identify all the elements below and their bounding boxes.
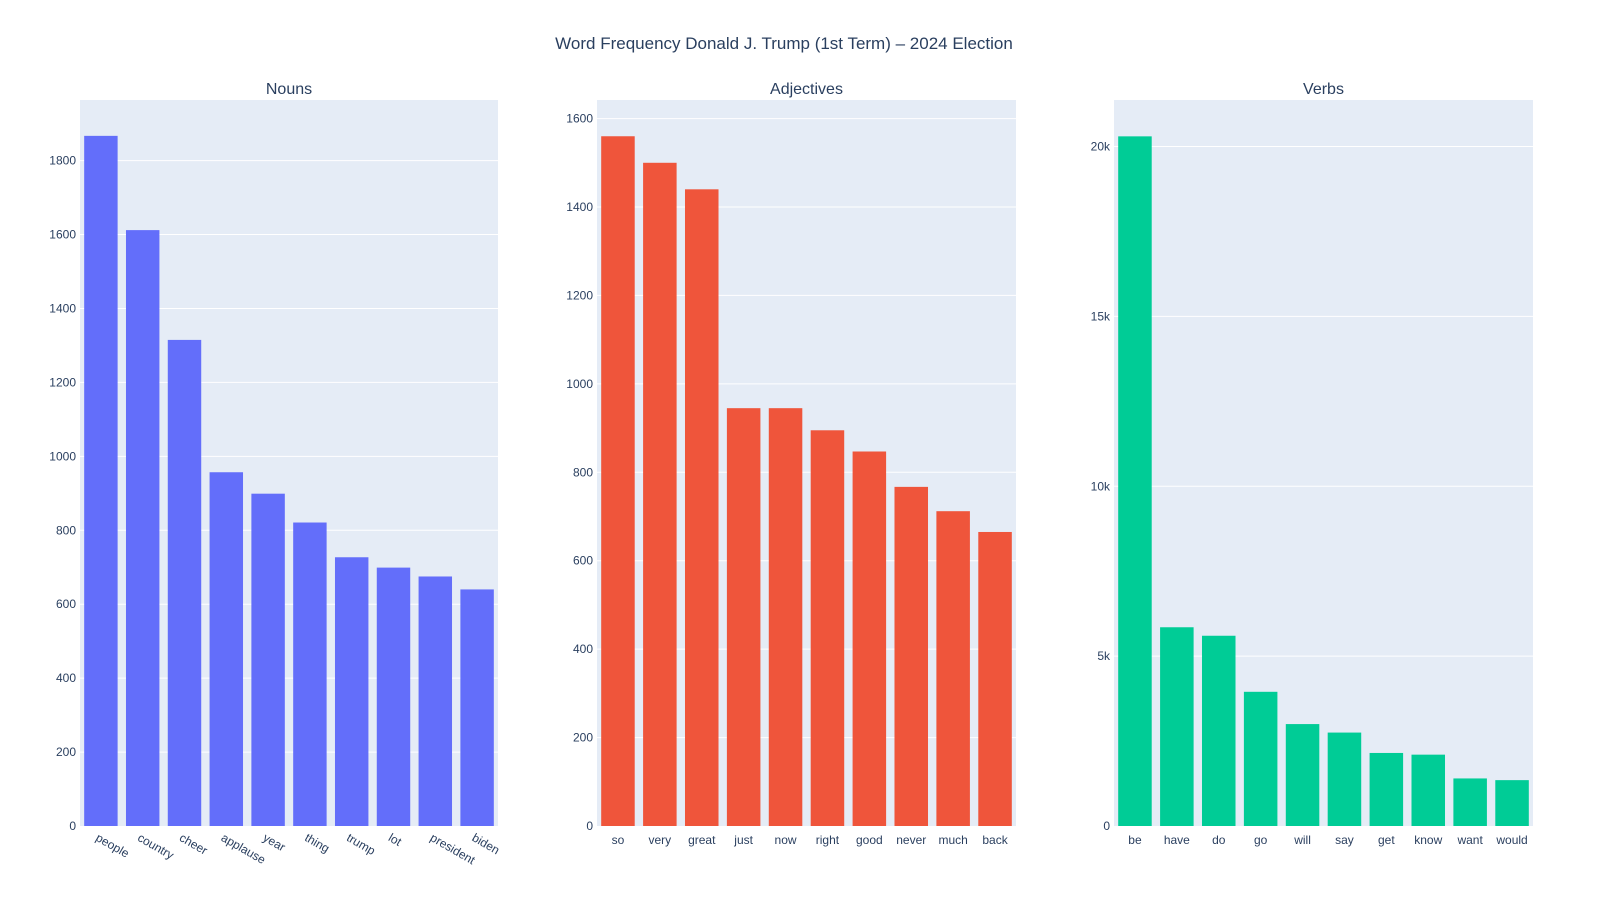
bar-good [852,451,887,826]
bar-will [1285,724,1320,826]
chart-title: Word Frequency Donald J. Trump (1st Term… [555,34,1013,53]
x-tick-label: trump [344,830,378,858]
bar-never [894,486,929,826]
x-tick-label: year [261,830,288,854]
x-tick-label: be [1128,833,1142,847]
y-tick-label: 0 [586,819,593,833]
bar-have [1160,627,1194,826]
bar-do [1201,635,1236,826]
bar-country [125,230,160,826]
x-tick-label: do [1212,833,1226,847]
x-tick-label: back [982,833,1008,847]
y-tick-label: 600 [573,554,593,568]
subplot-title: Adjectives [770,81,843,98]
y-tick-label: 1000 [566,377,593,391]
subplot-2: 0 5k 10k 15k 20k be have do go will say get know want… [1091,81,1533,847]
y-tick-label: 1000 [49,449,76,463]
y-tick-label: 5k [1097,649,1111,663]
bar-would [1495,780,1529,826]
subplot-title: Nouns [266,81,312,98]
subplot-title: Verbs [1303,81,1344,98]
x-tick-label: much [938,833,967,847]
x-tick-label: applause [219,830,268,867]
x-tick-label: know [1414,833,1442,847]
y-tick-label: 1200 [566,288,593,302]
y-tick-label: 200 [573,731,593,745]
x-tick-label: very [649,833,672,847]
y-tick-label: 0 [1103,819,1110,833]
bar-trump [334,557,369,826]
y-tick-label: 1200 [49,375,76,389]
x-tick-label: never [896,833,926,847]
x-tick-label: now [775,833,797,847]
y-tick-label: 800 [56,523,76,537]
x-tick-label: cheer [177,830,210,857]
y-tick-label: 20k [1091,140,1111,154]
y-tick-label: 600 [56,597,76,611]
x-tick-label: just [733,833,753,847]
bar-say [1327,732,1362,826]
bar-biden [460,589,494,826]
x-tick-label: would [1495,833,1527,847]
bar-very [643,162,677,826]
y-tick-label: 1400 [49,301,76,315]
bar-cheer [167,339,202,826]
bar-be [1118,136,1152,826]
bar-back [978,531,1012,826]
x-tick-label: people [93,830,131,860]
y-tick-label: 800 [573,465,593,479]
bar-applause [209,472,244,826]
x-tick-label: great [688,833,716,847]
x-tick-label: say [1335,833,1354,847]
bar-lot [376,567,411,826]
subplot-1: 0 200 400 600 800 1000 1200 1400 1600 so very great… [566,81,1016,847]
y-tick-label: 15k [1091,309,1111,323]
x-tick-label: get [1378,833,1395,847]
x-tick-label: will [1293,833,1311,847]
bar-know [1411,754,1446,826]
bar-get [1369,752,1404,826]
bar-thing [293,522,327,826]
x-tick-label: go [1254,833,1268,847]
x-tick-label: want [1456,833,1483,847]
bar-people [84,135,118,826]
y-tick-label: 400 [56,671,76,685]
bar-great [684,189,719,826]
bar-much [936,511,970,826]
bar-year [251,493,285,826]
bar-now [768,408,803,826]
bar-president [418,576,453,826]
y-tick-label: 1400 [566,200,593,214]
x-tick-label: right [816,833,840,847]
bar-want [1453,778,1487,826]
x-tick-label: country [135,830,176,862]
x-tick-label: lot [386,830,405,849]
bar-right [810,430,845,826]
x-tick-label: so [612,833,625,847]
x-tick-label: thing [302,830,332,855]
bar-go [1243,691,1278,826]
bar-just [726,408,761,826]
y-tick-label: 0 [69,819,76,833]
y-tick-label: 200 [56,745,76,759]
y-tick-label: 400 [573,642,593,656]
y-tick-label: 1600 [49,228,76,242]
y-tick-label: 10k [1091,479,1111,493]
bar-so [601,136,635,826]
y-tick-label: 1600 [566,112,593,126]
x-tick-label: good [856,833,883,847]
x-tick-label: president [428,830,478,867]
y-tick-label: 1800 [49,154,76,168]
x-tick-label: have [1164,833,1190,847]
